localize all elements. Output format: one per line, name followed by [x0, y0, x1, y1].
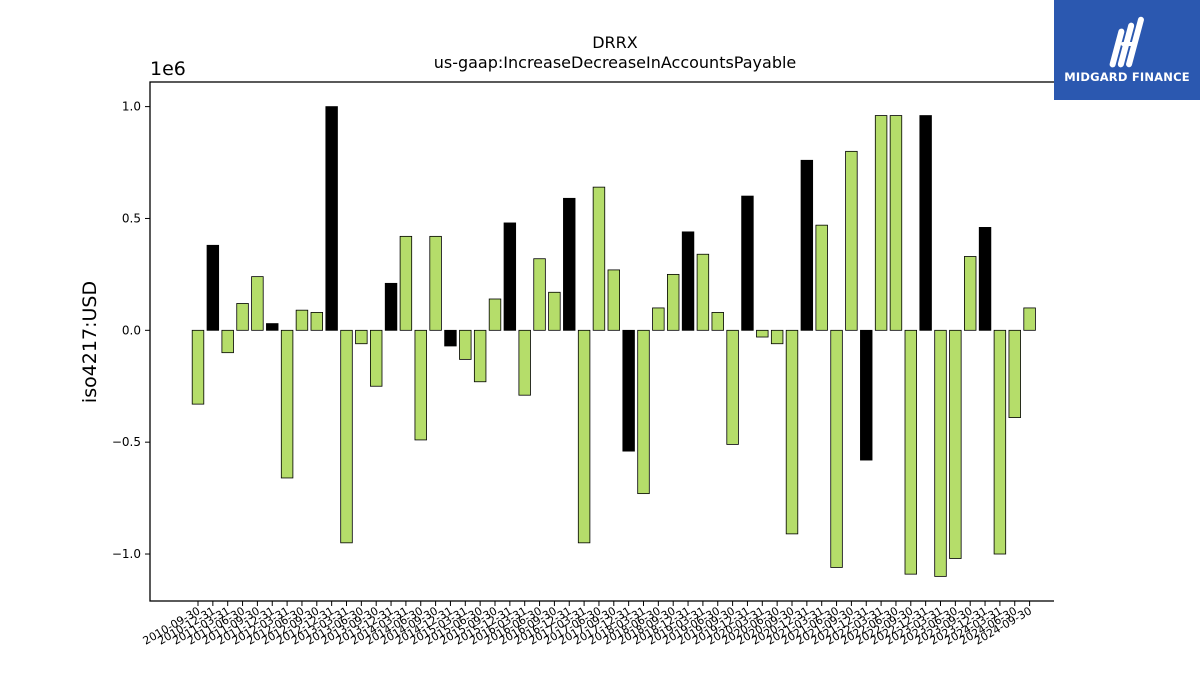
y-tick-label: 1.0 [122, 100, 141, 114]
bar-2015-06-30 [473, 329, 487, 383]
bar-2013-03-31 [340, 329, 353, 544]
bar-2018-03-31 [637, 329, 650, 495]
y-tick-label: −1.0 [112, 547, 141, 561]
bar-2017-03-31 [577, 329, 591, 544]
brand-name: MIDGARD FINANCE [1064, 70, 1190, 84]
bar-2013-06-30 [355, 329, 368, 345]
bar-2024-09-30 [1023, 307, 1036, 331]
bar-2023-12-31 [978, 227, 992, 331]
bar-2016-12-31 [563, 197, 576, 331]
bar-2014-03-31 [399, 235, 413, 331]
bar-2015-09-30 [488, 298, 502, 331]
bar-2019-09-30 [726, 329, 739, 445]
bar-2024-06-30 [1008, 329, 1021, 418]
y-tick-label: 0.0 [122, 323, 141, 337]
bar-2010-09-30 [191, 329, 205, 405]
bar-2010-12-31 [206, 244, 220, 331]
bar-2017-09-30 [607, 269, 621, 331]
bar-2018-12-31 [681, 231, 695, 331]
bar-2011-09-30 [251, 276, 264, 331]
bar-2015-03-31 [459, 329, 472, 360]
chart-subtitle: us-gaap:IncreaseDecreaseInAccountsPayabl… [434, 53, 797, 72]
bar-2011-12-31 [266, 323, 279, 331]
bar-2018-09-30 [667, 273, 680, 331]
bar-2017-12-31 [622, 329, 635, 452]
bar-2012-09-30 [310, 312, 324, 331]
bar-2020-06-30 [770, 329, 784, 345]
bar-2016-06-30 [533, 258, 546, 331]
bar-2022-12-31 [919, 115, 932, 331]
x-axis-ticks: 2010-09-302010-12-312011-03-312011-06-30… [141, 601, 1034, 648]
y-tick-label: 0.5 [122, 211, 141, 225]
y-tick-label: −0.5 [112, 435, 141, 449]
bar-2021-09-30 [845, 150, 858, 331]
bar-2016-09-30 [548, 291, 561, 331]
bar-2021-12-31 [860, 329, 873, 461]
bar-2019-03-31 [696, 253, 710, 331]
bar-2011-03-31 [221, 329, 234, 354]
bar-2012-06-30 [295, 309, 309, 331]
bar-2020-09-30 [785, 329, 799, 535]
logo-mark-icon [1109, 16, 1144, 68]
bar-2012-03-31 [280, 329, 294, 479]
bar-2022-03-31 [874, 115, 888, 331]
bar-2016-03-31 [518, 329, 531, 396]
y-axis-offset-label: 1e6 [150, 58, 186, 80]
chart-title: DRRX [592, 33, 638, 52]
bar-2017-06-30 [592, 186, 606, 331]
bar-2013-12-31 [384, 282, 398, 331]
bar-2021-06-30 [830, 329, 843, 568]
bar-2019-06-30 [711, 312, 724, 331]
bar-2012-12-31 [325, 106, 338, 331]
bar-2020-03-31 [756, 329, 769, 338]
bar-2021-03-31 [815, 224, 828, 331]
bar-2023-09-30 [964, 256, 977, 331]
bar-2019-12-31 [741, 195, 754, 331]
bar-chart: DRRX us-gaap:IncreaseDecreaseInAccountsP… [79, 33, 1054, 648]
bar-2014-09-30 [429, 235, 442, 331]
plot-frame [149, 81, 1054, 602]
bar-2014-12-31 [444, 329, 457, 347]
bar-2011-06-30 [236, 303, 249, 331]
bar-2014-06-30 [414, 329, 427, 441]
brand-logo: MIDGARD FINANCE [1054, 0, 1200, 100]
y-axis-label: iso4217:USD [79, 281, 101, 403]
bar-2023-03-31 [934, 329, 947, 577]
bar-2024-03-31 [993, 329, 1007, 555]
bar-2022-06-30 [889, 115, 903, 331]
bar-2023-06-30 [949, 329, 962, 559]
bar-2013-09-30 [369, 329, 383, 387]
bar-2022-09-30 [904, 329, 918, 575]
bars-group [191, 106, 1036, 577]
bar-2020-12-31 [800, 159, 814, 331]
bar-2015-12-31 [503, 222, 517, 331]
y-axis-ticks: −1.0 −0.5 0.0 0.5 1.0 [112, 100, 150, 561]
bar-2018-06-30 [652, 307, 665, 331]
